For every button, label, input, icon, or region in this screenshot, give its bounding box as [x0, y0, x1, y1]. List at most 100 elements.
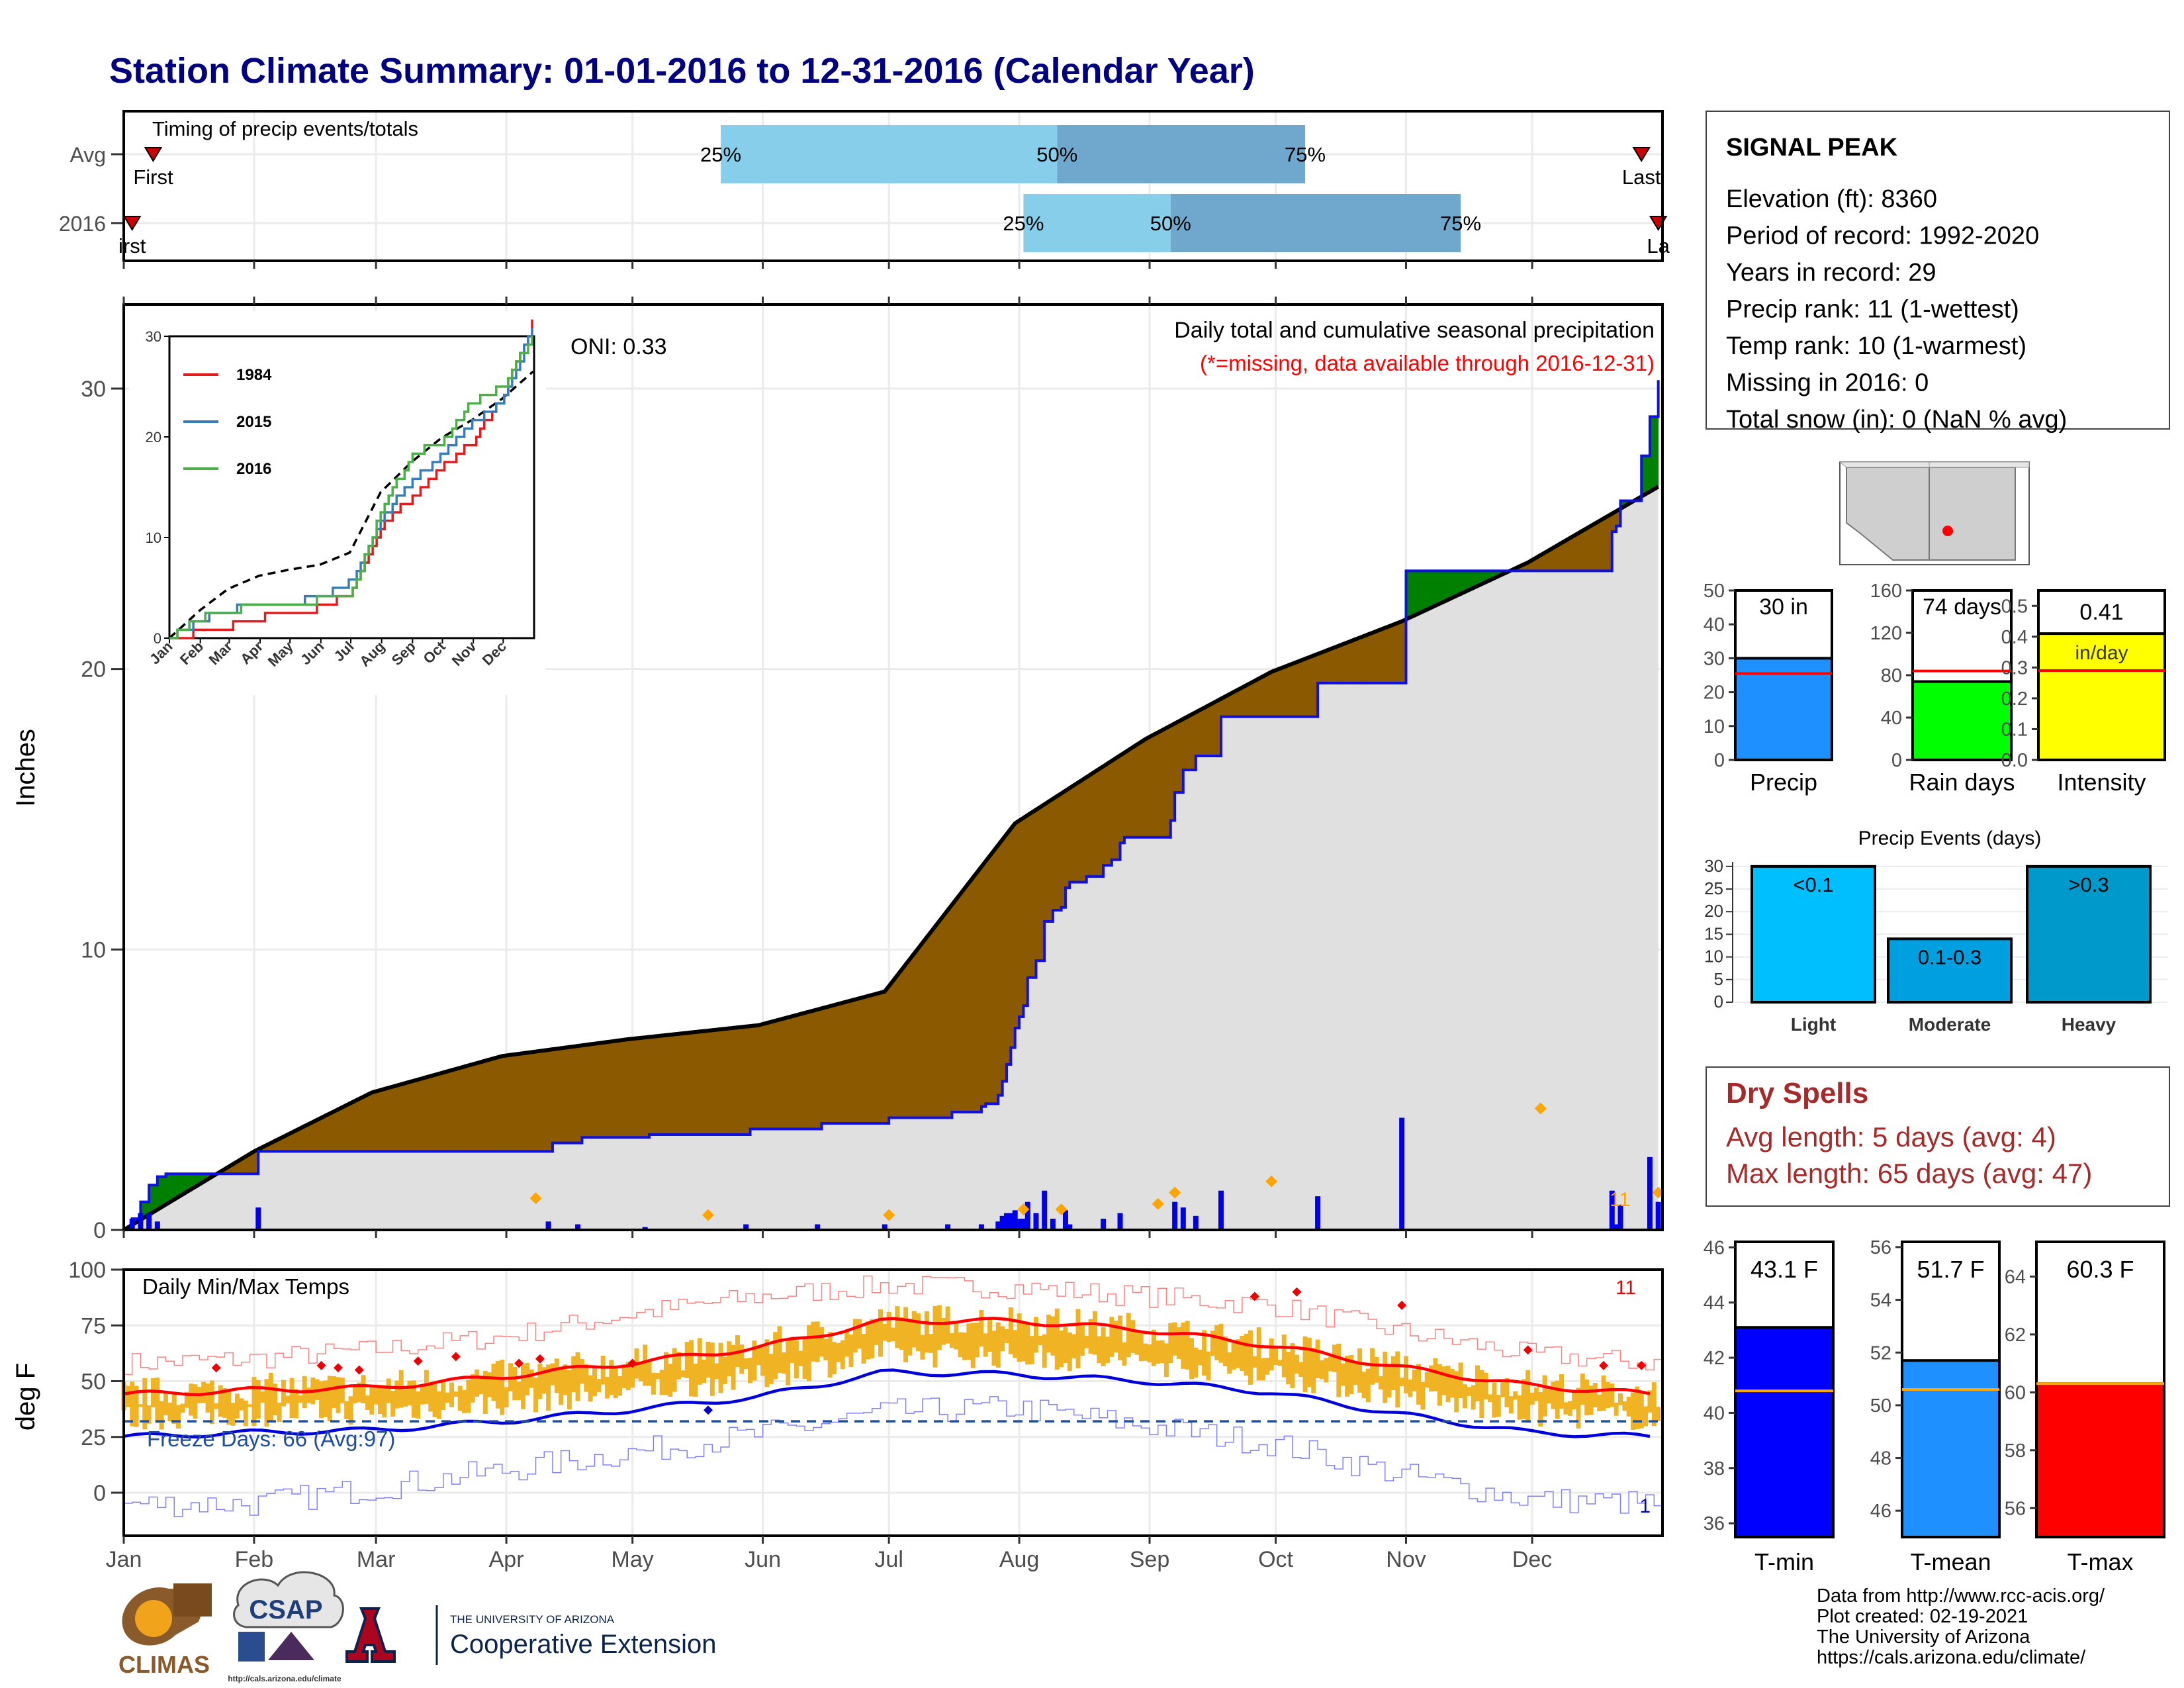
precip-event-marker — [1265, 1175, 1278, 1188]
deficit-fill — [1397, 620, 1402, 684]
daily-temp-range-bar — [1420, 1382, 1426, 1410]
daily-temp-range-bar — [567, 1370, 572, 1410]
deficit-fill — [422, 1076, 427, 1152]
daily-temp-range-bar — [563, 1364, 568, 1395]
daily-temp-range-bar — [1261, 1358, 1266, 1381]
deficit-fill — [737, 1026, 743, 1135]
temp-bar-t-max — [2035, 1382, 2165, 1538]
deficit-fill — [770, 1020, 776, 1129]
daily-temp-range-bar — [697, 1338, 702, 1385]
daily-temp-range-bar — [811, 1321, 816, 1362]
footer-credit-line: Data from http://www.rcc-acis.org/ — [1817, 1585, 2105, 1607]
deficit-fill — [1330, 647, 1336, 684]
temp-bar-axis-label: T-min — [1754, 1548, 1814, 1575]
month-axis-label: Jul — [874, 1547, 903, 1572]
intensity-y-tick-label: 0.0 — [2001, 750, 2028, 771]
daily-temp-range-bar — [638, 1361, 643, 1382]
deficit-fill — [876, 992, 881, 1124]
deficit-fill — [649, 1036, 654, 1135]
deficit-fill — [316, 1117, 322, 1152]
daily-temp-range-bar — [205, 1383, 210, 1413]
deficit-fill — [556, 1047, 562, 1144]
daily-precip-bar — [1101, 1219, 1107, 1230]
daily-temp-range-bar — [693, 1364, 698, 1397]
daily-temp-range-bar — [1390, 1356, 1396, 1391]
deficit-fill — [846, 1000, 852, 1124]
daily-precip-bar — [978, 1224, 984, 1230]
temp-bar-y-tick-label: 64 — [2005, 1266, 2026, 1288]
daily-temp-range-bar — [1277, 1360, 1283, 1366]
daily-temp-range-bar — [306, 1387, 312, 1403]
max-mean-line — [123, 1317, 1651, 1397]
events-category-label: Light — [1791, 1014, 1836, 1035]
daily-temp-range-bar — [798, 1350, 803, 1366]
daily-temp-range-bar — [1013, 1330, 1018, 1358]
daily-temp-range-bar — [1290, 1343, 1295, 1389]
deficit-fill — [514, 1053, 520, 1152]
month-axis-label: Aug — [999, 1547, 1040, 1572]
deficit-fill — [1140, 738, 1146, 838]
deficit-fill — [1367, 632, 1373, 684]
temp-bar-y-tick-label: 52 — [1870, 1342, 1891, 1364]
daily-temp-range-bar — [432, 1383, 437, 1417]
deficit-fill — [788, 1015, 793, 1129]
deficit-fill — [645, 1036, 650, 1138]
daily-temp-range-bar — [1008, 1307, 1013, 1354]
daily-temp-range-bar — [899, 1317, 904, 1350]
deficit-fill — [1321, 650, 1327, 684]
events-y-tick-label: 20 — [1704, 901, 1723, 921]
deficit-fill — [972, 871, 978, 1113]
record-high-marker — [333, 1363, 343, 1373]
precip-event-marker — [702, 1209, 714, 1221]
temp-bar-y-tick-label: 48 — [1870, 1448, 1891, 1470]
daily-precip-bar — [545, 1221, 551, 1230]
temp-bar-y-tick-label: 56 — [1870, 1237, 1891, 1258]
daily-temp-range-bar — [1605, 1382, 1610, 1408]
daily-temp-range-bar — [491, 1364, 496, 1401]
timing-p25-label: 25% — [1003, 212, 1044, 235]
daily-temp-range-bar — [1134, 1331, 1140, 1355]
daily-temp-range-bar — [588, 1375, 593, 1402]
csap-logo-mountain — [268, 1632, 314, 1660]
surplus-fill — [1443, 570, 1449, 602]
deficit-fill — [1010, 822, 1016, 1049]
deficit-fill — [1195, 709, 1201, 757]
daily-temp-range-bar — [1437, 1364, 1442, 1406]
daily-temp-range-bar — [218, 1385, 223, 1417]
daily-temp-range-bar — [1525, 1370, 1531, 1423]
daily-temp-range-bar — [441, 1381, 446, 1410]
daily-temp-range-bar — [596, 1379, 602, 1393]
daily-temp-range-bar — [1202, 1330, 1207, 1376]
rain_days-bar — [1911, 680, 2013, 761]
inset-y-tick-label: 30 — [146, 328, 161, 345]
daily-temp-range-bar — [214, 1403, 219, 1409]
daily-temp-range-bar — [1631, 1392, 1636, 1430]
deficit-fill — [1258, 675, 1264, 718]
daily-temp-range-bar — [243, 1400, 248, 1427]
footer-credit-line: Plot created: 02-19-2021 — [1817, 1606, 2028, 1627]
daily-temp-range-bar — [1353, 1361, 1358, 1385]
precip-y-tick-label: 20 — [1704, 682, 1725, 704]
daily-temp-range-bar — [786, 1339, 791, 1385]
deficit-fill — [502, 1055, 507, 1152]
deficit-fill — [1267, 671, 1272, 718]
daily-temp-range-bar — [584, 1364, 589, 1392]
daily-temp-range-bar — [1138, 1332, 1144, 1362]
daily-temp-range-bar — [579, 1359, 584, 1384]
month-axis-label: May — [612, 1547, 654, 1572]
events-y-tick-label: 10 — [1704, 947, 1723, 966]
daily-temp-range-bar — [1416, 1364, 1422, 1405]
surplus-fill — [1426, 570, 1432, 610]
surplus-fill — [1439, 570, 1445, 604]
daily-temp-range-bar — [966, 1323, 972, 1360]
daily-temp-range-bar — [975, 1323, 980, 1358]
deficit-fill — [1586, 525, 1592, 571]
daily-temp-range-bar — [1214, 1325, 1220, 1360]
temp-bar-y-tick-label: 40 — [1704, 1403, 1725, 1424]
footer: Data from http://www.rcc-acis.org/Plot c… — [118, 1571, 2105, 1683]
precip-y-tick-label: 20 — [81, 657, 106, 682]
precip-y-tick-label: 0 — [1714, 750, 1725, 771]
deficit-fill — [1052, 795, 1058, 911]
deficit-fill — [1174, 720, 1179, 793]
deficit-fill — [409, 1080, 414, 1152]
